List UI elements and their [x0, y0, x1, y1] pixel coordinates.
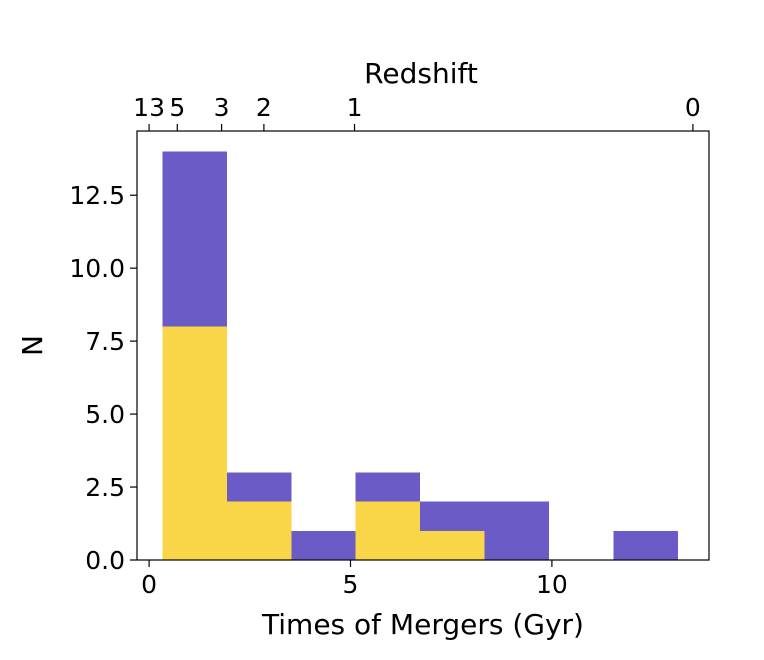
bar-series0-bin0 — [162, 326, 227, 560]
bar-series0-bin1 — [226, 501, 292, 560]
y-tick-label: 7.5 — [85, 327, 125, 356]
secondary-x-axis-label: Redshift — [364, 57, 478, 90]
bar-series1-bin0 — [162, 151, 227, 327]
bar-series1-bin5 — [484, 501, 550, 560]
x-axis-label: Times of Mergers (Gyr) — [261, 608, 584, 641]
plot-frame — [136, 130, 710, 561]
y-tick-label: 10.0 — [69, 254, 125, 283]
y-tick-label: 5.0 — [85, 400, 125, 429]
redshift-tick-label: 13 — [133, 93, 165, 122]
y-axis-label: N — [16, 335, 49, 356]
redshift-tick-label: 0 — [685, 93, 701, 122]
x-tick-label: 10 — [536, 570, 568, 599]
redshift-tick-label: 5 — [169, 93, 185, 122]
x-tick-label: 0 — [141, 570, 157, 599]
bar-series1-bin3 — [355, 472, 421, 502]
redshift-tick-label: 3 — [214, 93, 230, 122]
bar-series1-bin2 — [291, 530, 356, 560]
x-tick-label: 5 — [343, 570, 359, 599]
bar-series0-bin4 — [420, 530, 485, 560]
redshift-tick-label: 1 — [347, 93, 363, 122]
bar-series1-bin1 — [226, 472, 292, 502]
y-tick-label: 2.5 — [85, 473, 125, 502]
y-tick-label: 12.5 — [69, 181, 125, 210]
bar-series1-bin7 — [613, 530, 678, 560]
ticks-group: 0 5 100.02.55.07.510.012.513 5 3 2 1 0 — [69, 93, 701, 599]
y-tick-label: 0.0 — [85, 546, 125, 575]
bar-series1-bin4 — [420, 501, 485, 531]
bar-series0-bin3 — [355, 501, 421, 560]
bars-group — [162, 151, 678, 560]
redshift-tick-label: 2 — [256, 93, 272, 122]
